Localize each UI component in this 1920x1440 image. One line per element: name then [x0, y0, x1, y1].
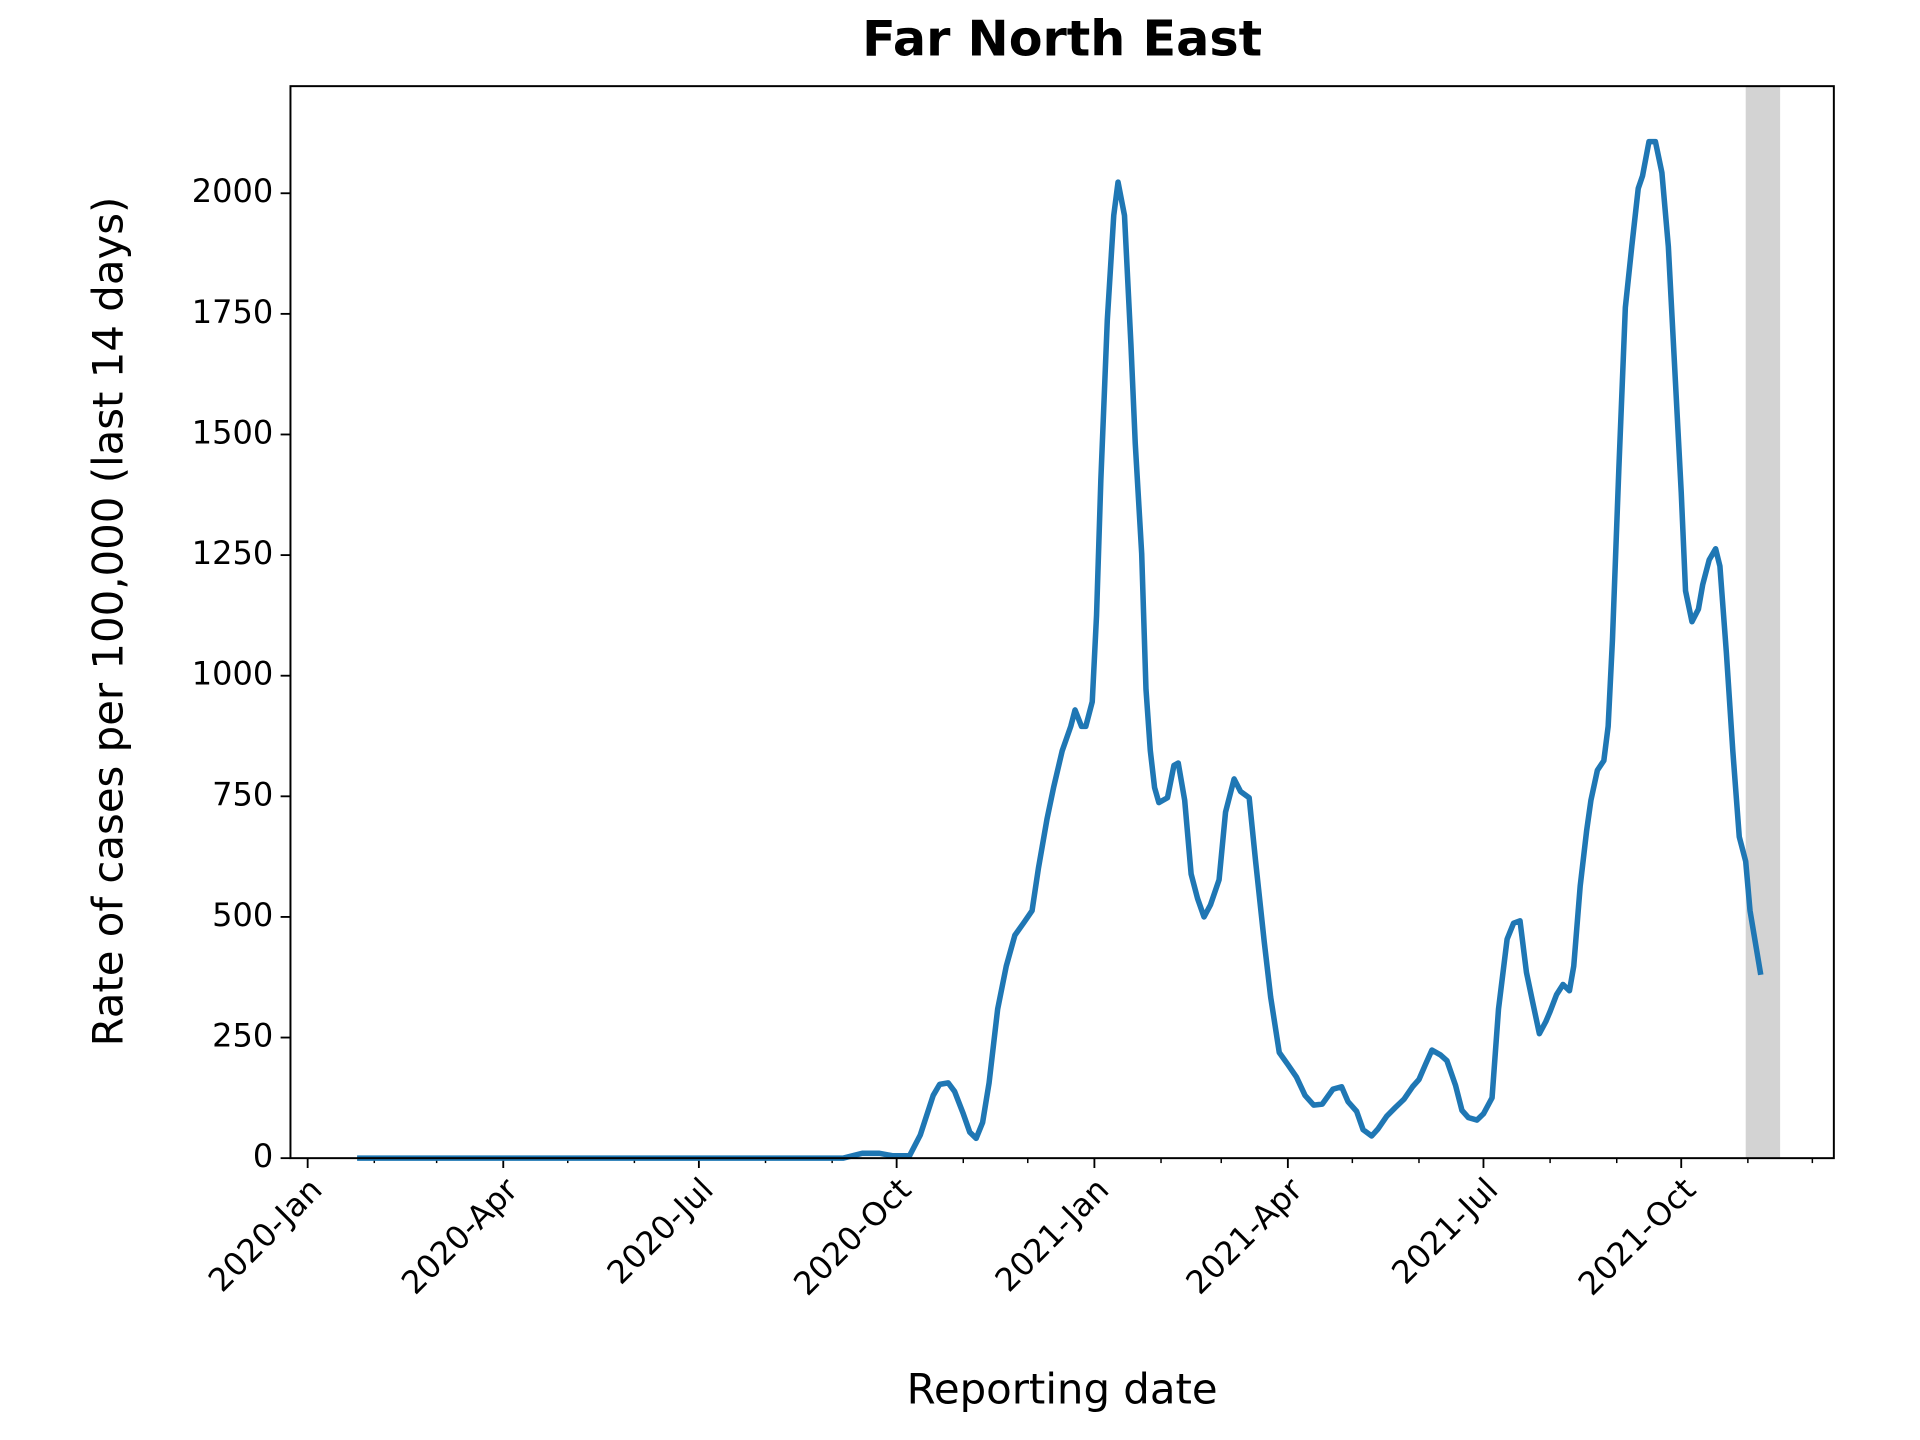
- y-tick-label: 1000: [192, 655, 273, 693]
- chart-title: Far North East: [862, 9, 1262, 67]
- x-tick-label: 2020-Jul: [600, 1170, 721, 1291]
- y-tick-label: 0: [253, 1137, 273, 1175]
- y-axis-label: Rate of cases per 100,000 (last 14 days): [83, 197, 132, 1047]
- x-tick-label: 2020-Jan: [201, 1170, 330, 1299]
- y-tick-label: 250: [212, 1017, 273, 1055]
- x-axis-label: Reporting date: [907, 1364, 1218, 1413]
- y-tick-label: 2000: [192, 172, 273, 210]
- x-tick-label: 2021-Apr: [1178, 1170, 1310, 1302]
- x-tick-label: 2020-Oct: [786, 1170, 918, 1302]
- y-tick-label: 1750: [192, 293, 273, 331]
- data-line: [357, 138, 1764, 1161]
- shaded-span: [1745, 86, 1781, 1159]
- y-tick-label: 1250: [192, 534, 273, 572]
- y-tick-label: 750: [212, 775, 273, 813]
- y-tick-label: 500: [212, 896, 273, 934]
- x-tick-label: 2020-Apr: [394, 1170, 526, 1302]
- plot-frame: [289, 85, 1835, 1160]
- x-tick-label: 2021-Jan: [988, 1170, 1117, 1299]
- x-tick-label: 2021-Jul: [1384, 1170, 1505, 1291]
- x-tick-label: 2021-Oct: [1571, 1170, 1703, 1302]
- y-tick-label: 1500: [192, 413, 273, 451]
